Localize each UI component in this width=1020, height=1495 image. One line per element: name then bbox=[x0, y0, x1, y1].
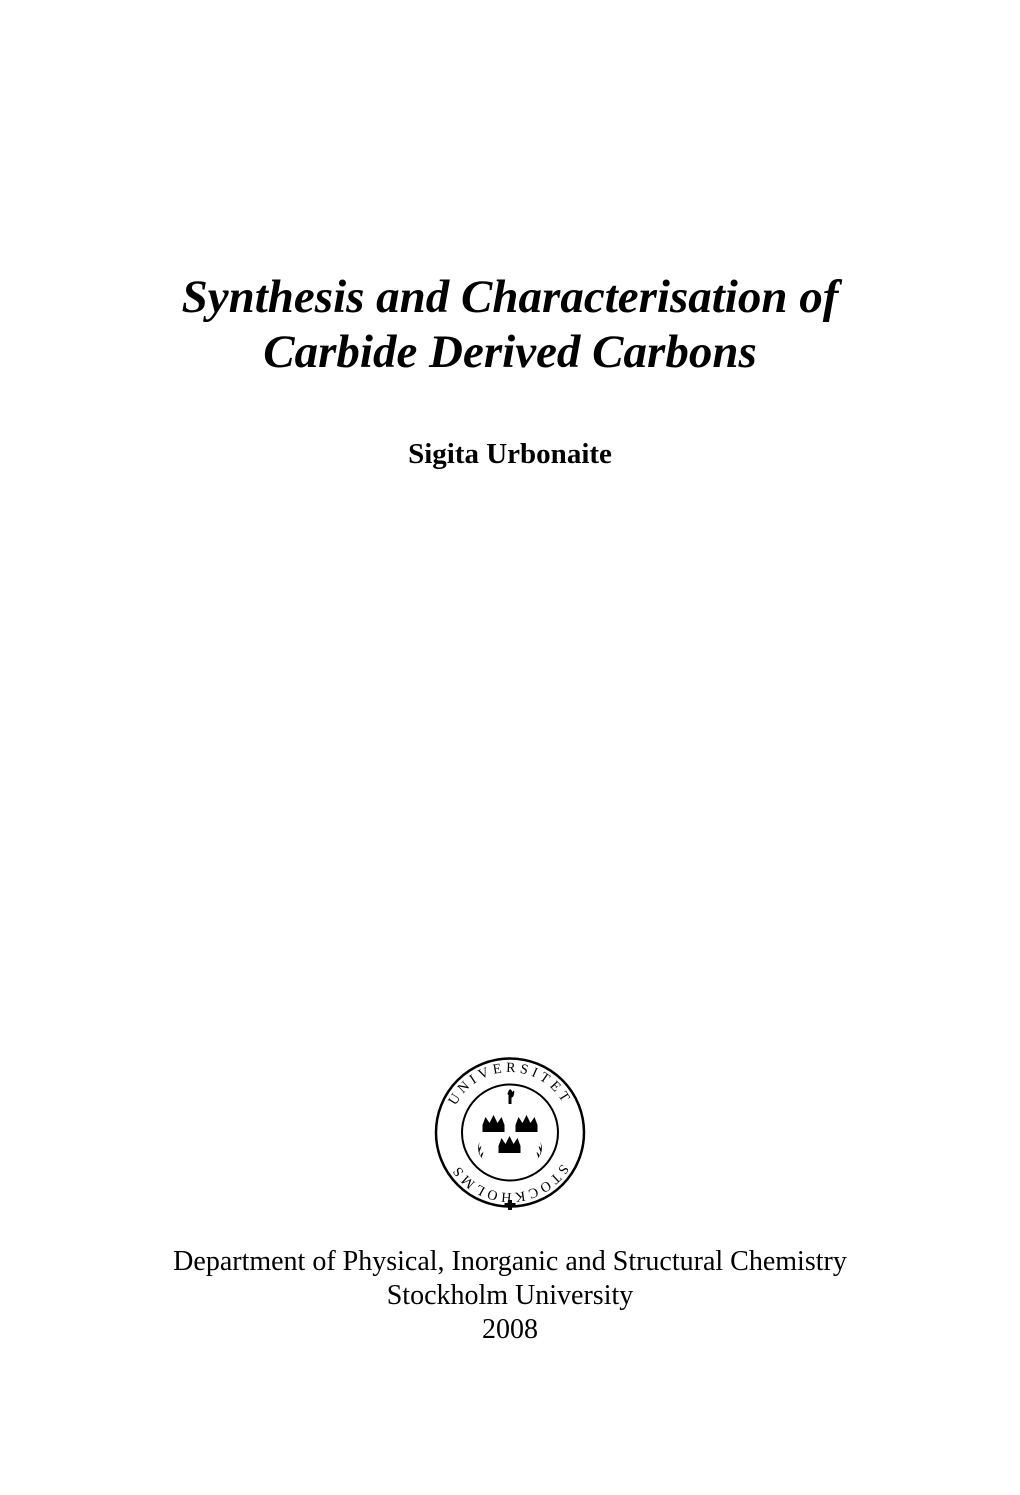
title-line-2: Carbide Derived Carbons bbox=[0, 325, 1020, 380]
affiliation-footer: Department of Physical, Inorganic and St… bbox=[0, 1245, 1020, 1347]
university-line: Stockholm University bbox=[0, 1279, 1020, 1313]
title-page: Synthesis and Characterisation of Carbid… bbox=[0, 0, 1020, 1495]
author-name: Sigita Urbonaite bbox=[0, 438, 1020, 471]
thesis-title: Synthesis and Characterisation of Carbid… bbox=[0, 270, 1020, 381]
year-line: 2008 bbox=[0, 1313, 1020, 1347]
title-line-1: Synthesis and Characterisation of bbox=[0, 270, 1020, 325]
university-seal-icon: UNIVERSITET STOCKHOLMS bbox=[428, 1050, 593, 1215]
department-line: Department of Physical, Inorganic and St… bbox=[0, 1245, 1020, 1279]
